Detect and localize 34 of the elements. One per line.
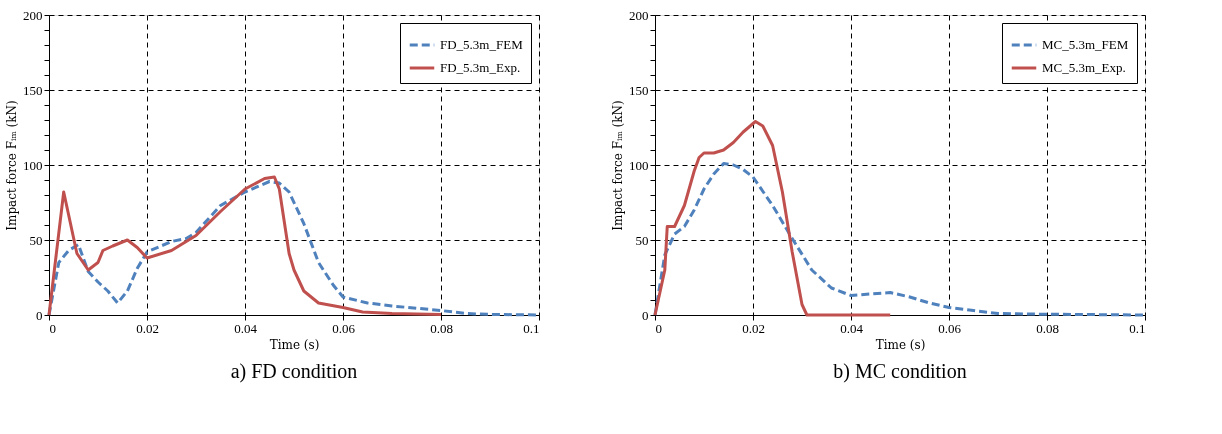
- x-tick-label: 0.08: [430, 320, 453, 336]
- x-tick-label: 0.1: [523, 320, 540, 336]
- y-axis-title: Impact force Fᵢₘ (kN): [611, 100, 625, 231]
- legend-label: FD_5.3m_Exp.: [440, 60, 521, 75]
- y-tick-label: 100: [629, 157, 649, 173]
- y-tick-label: 0: [36, 307, 43, 323]
- x-tick-label: 0.06: [332, 320, 356, 336]
- x-tick-label: 0.08: [1036, 320, 1059, 336]
- y-tick-label: 200: [23, 7, 43, 23]
- legend-label: FD_5.3m_FEM: [440, 37, 524, 52]
- line-series: [653, 120, 892, 317]
- legend-label: MC_5.3m_FEM: [1042, 37, 1129, 52]
- x-tick-label: 0: [49, 320, 56, 336]
- x-tick-label: 0.02: [742, 320, 765, 336]
- line-series: [47, 175, 443, 317]
- x-axis-title: Time (s): [875, 337, 926, 352]
- x-tick-label: 0.04: [234, 320, 258, 336]
- y-tick-label: 100: [23, 157, 43, 173]
- y-tick-label: 0: [642, 307, 649, 323]
- y-tick-label: 150: [23, 82, 43, 98]
- y-tick-label: 150: [629, 82, 649, 98]
- legend-label: MC_5.3m_Exp.: [1042, 60, 1126, 75]
- x-tick-label: 0.02: [136, 320, 159, 336]
- y-axis-title: Impact force Fᵢₘ (kN): [5, 100, 19, 231]
- y-tick-label: 50: [635, 232, 649, 248]
- y-tick-label: 50: [29, 232, 43, 248]
- x-tick-label: 0: [655, 320, 662, 336]
- text: a) FD condition: [230, 360, 358, 383]
- x-axis-title: Time (s): [269, 337, 320, 352]
- x-tick-label: 0.06: [938, 320, 962, 336]
- y-tick-label: 200: [629, 7, 649, 23]
- x-tick-label: 0.1: [1129, 320, 1146, 336]
- x-tick-label: 0.04: [840, 320, 864, 336]
- text: b) MC condition: [833, 360, 967, 383]
